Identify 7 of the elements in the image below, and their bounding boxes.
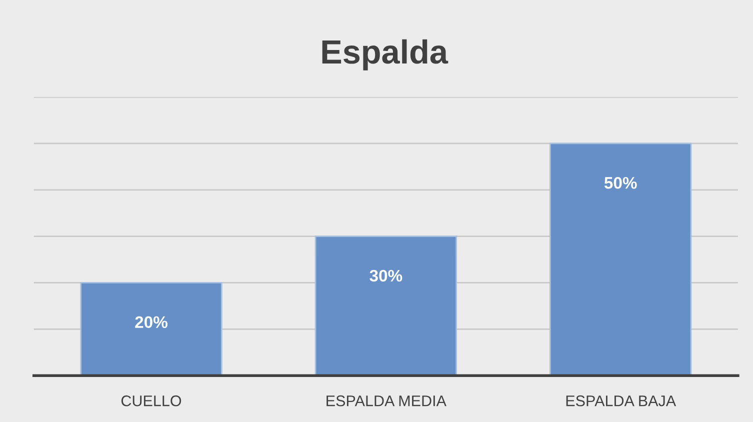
x-tick-label: ESPALDA MEDIA	[326, 395, 446, 406]
x-tick-label: CUELLO	[121, 395, 182, 406]
chart-title: Espalda	[322, 39, 448, 70]
x-tick-label: ESPALDA BAJA	[566, 395, 676, 406]
data-label: 20%	[135, 316, 168, 328]
data-label: 50%	[604, 176, 637, 189]
data-label: 30%	[370, 270, 402, 282]
